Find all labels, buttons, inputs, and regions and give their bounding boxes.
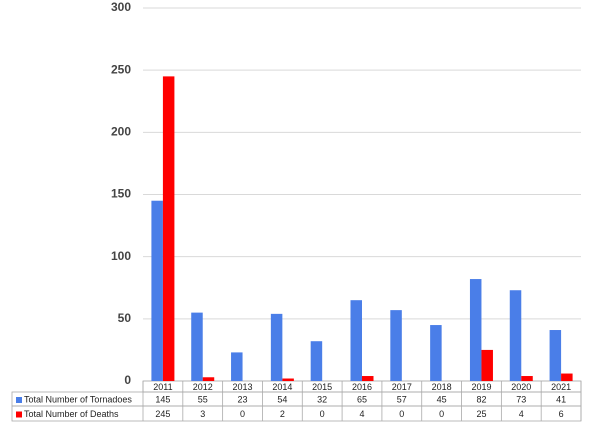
bar xyxy=(430,325,442,381)
legend-label: Total Number of Deaths xyxy=(24,409,119,419)
x-tick-label: 2016 xyxy=(352,382,372,392)
table-value: 145 xyxy=(155,394,170,404)
table-value: 57 xyxy=(397,394,407,404)
x-tick-label: 2019 xyxy=(471,382,491,392)
table-value: 73 xyxy=(516,394,526,404)
legend-label: Total Number of Tornadoes xyxy=(24,394,132,404)
bar xyxy=(390,310,402,381)
table-value: 2 xyxy=(280,409,285,419)
x-tick-label: 2017 xyxy=(392,382,412,392)
x-tick-label: 2018 xyxy=(432,382,452,392)
bar xyxy=(231,352,243,381)
x-tick-label: 2014 xyxy=(272,382,292,392)
bar xyxy=(151,200,163,381)
bar xyxy=(362,376,374,381)
bar xyxy=(350,300,362,381)
bar xyxy=(469,279,482,381)
x-tick-label: 2021 xyxy=(551,382,571,392)
bar xyxy=(202,377,215,381)
x-tick-label: 2020 xyxy=(511,382,531,392)
table-value: 82 xyxy=(476,394,486,404)
table-value: 0 xyxy=(399,409,404,419)
y-tick-label: 250 xyxy=(111,62,131,76)
y-tick-label: 50 xyxy=(118,311,132,325)
table-value: 245 xyxy=(155,409,170,419)
table-value: 0 xyxy=(439,409,444,419)
table-value: 0 xyxy=(320,409,325,419)
x-tick-label: 2012 xyxy=(193,382,213,392)
legend-swatch xyxy=(16,397,22,403)
table-value: 54 xyxy=(277,394,287,404)
table-value: 32 xyxy=(317,394,327,404)
table-value: 65 xyxy=(357,394,367,404)
y-tick-label: 100 xyxy=(111,249,131,263)
bar xyxy=(310,341,323,381)
bar xyxy=(481,349,493,381)
y-tick-label: 0 xyxy=(124,373,131,387)
bar xyxy=(162,76,175,381)
table-value: 0 xyxy=(240,409,245,419)
bar xyxy=(521,376,533,381)
bar xyxy=(561,373,573,381)
table-value: 4 xyxy=(519,409,524,419)
table-value: 41 xyxy=(556,394,566,404)
table-value: 23 xyxy=(238,394,248,404)
legend-swatch xyxy=(16,411,22,418)
y-tick-label: 300 xyxy=(111,0,131,14)
table-value: 25 xyxy=(476,409,486,419)
bar xyxy=(549,330,562,381)
x-tick-label: 2011 xyxy=(153,382,172,392)
table-value: 45 xyxy=(437,394,447,404)
bar xyxy=(509,290,522,381)
table-value: 3 xyxy=(200,409,205,419)
bar xyxy=(282,378,294,381)
table-value: 4 xyxy=(359,409,364,419)
table-value: 55 xyxy=(198,394,208,404)
bar xyxy=(191,312,203,381)
x-tick-label: 2015 xyxy=(312,382,332,392)
table-value: 6 xyxy=(559,409,564,419)
y-tick-label: 150 xyxy=(111,187,131,201)
y-tick-label: 200 xyxy=(111,125,131,139)
x-tick-label: 2013 xyxy=(233,382,253,392)
bar xyxy=(270,313,283,381)
